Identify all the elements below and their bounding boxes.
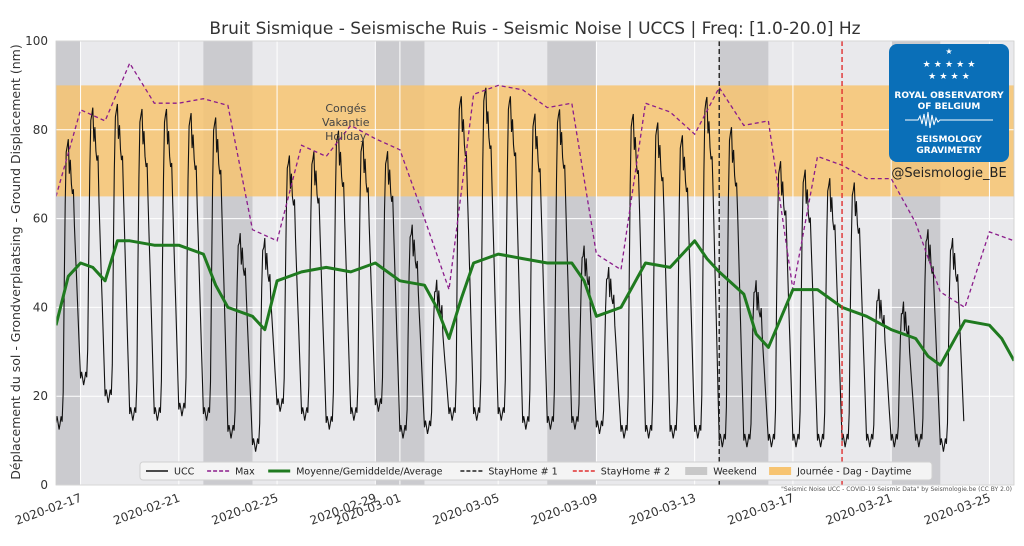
x-tick-label: 2020-03-13 — [627, 491, 697, 528]
logo-seismogram — [905, 111, 993, 129]
series-ucc-line — [56, 87, 965, 452]
logo: ★ ★ ★ ★ ★ ★ ★ ★ ★ ★ ROYAL OBSERVATORY OF… — [889, 44, 1009, 181]
x-tick-label: 2020-02-21 — [112, 491, 182, 528]
twitter-handle: @Seismologie_BE — [891, 166, 1006, 181]
x-tick-label: 2020-03-21 — [824, 491, 894, 528]
legend-swatch — [769, 467, 792, 475]
logo-line1: ROYAL OBSERVATORY — [894, 91, 1004, 101]
logo-line3: SEISMOLOGY — [916, 135, 982, 145]
legend-label: Weekend — [713, 467, 757, 478]
y-tick-label: 80 — [33, 123, 48, 137]
y-tick-label: 40 — [33, 300, 48, 314]
logo-stars-2: ★ ★ ★ ★ — [928, 72, 970, 82]
y-axis-label: Déplacement du sol - Grondverplaatsing -… — [8, 44, 23, 479]
holiday-annotation: Vakantie — [322, 116, 370, 129]
logo-star-top: ★ — [945, 47, 952, 56]
logo-line2: OF BELGIUM — [918, 102, 981, 112]
legend-label: UCC — [174, 467, 195, 478]
legend-label: Max — [235, 467, 255, 478]
legend-label: StayHome # 1 — [488, 467, 557, 478]
series-max-line — [56, 61, 1014, 309]
logo-background — [889, 44, 1009, 162]
logo-line4: GRAVIMETRY — [916, 146, 982, 156]
x-tick-label: 2020-02-17 — [13, 491, 83, 528]
y-tick-label: 0 — [40, 478, 48, 492]
legend-label: StayHome # 2 — [601, 467, 670, 478]
x-tick-label: 2020-02-25 — [210, 491, 280, 528]
logo-stars: ★ ★ ★ ★ ★ — [923, 60, 976, 70]
x-tick-label: 2020-03-17 — [726, 491, 796, 528]
plot-frame — [55, 40, 1015, 486]
chart-title: Bruit Sismique - Seismische Ruis - Seism… — [209, 19, 860, 39]
legend-swatch — [685, 467, 708, 475]
x-tick-label: 2020-03-09 — [529, 491, 599, 528]
x-tick-label: 2020-03-25 — [922, 491, 992, 528]
credit-text: "Seismic Noise UCC - COVID-19 Seismic Da… — [781, 486, 1012, 493]
y-tick-label: 100 — [25, 34, 48, 48]
legend-label: Moyenne/Gemiddelde/Average — [296, 467, 442, 478]
holiday-annotation: Congés — [325, 102, 366, 115]
legend-label: Journée - Dag - Daytime — [796, 467, 912, 478]
y-tick-label: 20 — [33, 389, 48, 403]
plot-area: 0 20 40 60 80 100 2020-02-17 2020-02-21 2020-02-… — [13, 34, 1015, 528]
x-tick-label: 2020-03-05 — [431, 491, 501, 528]
daytime-band — [56, 85, 1014, 197]
series-average-line — [56, 239, 1014, 367]
legend-box — [139, 461, 933, 481]
holiday-annotation: Holiday — [325, 130, 367, 143]
y-tick-label: 60 — [33, 212, 48, 226]
